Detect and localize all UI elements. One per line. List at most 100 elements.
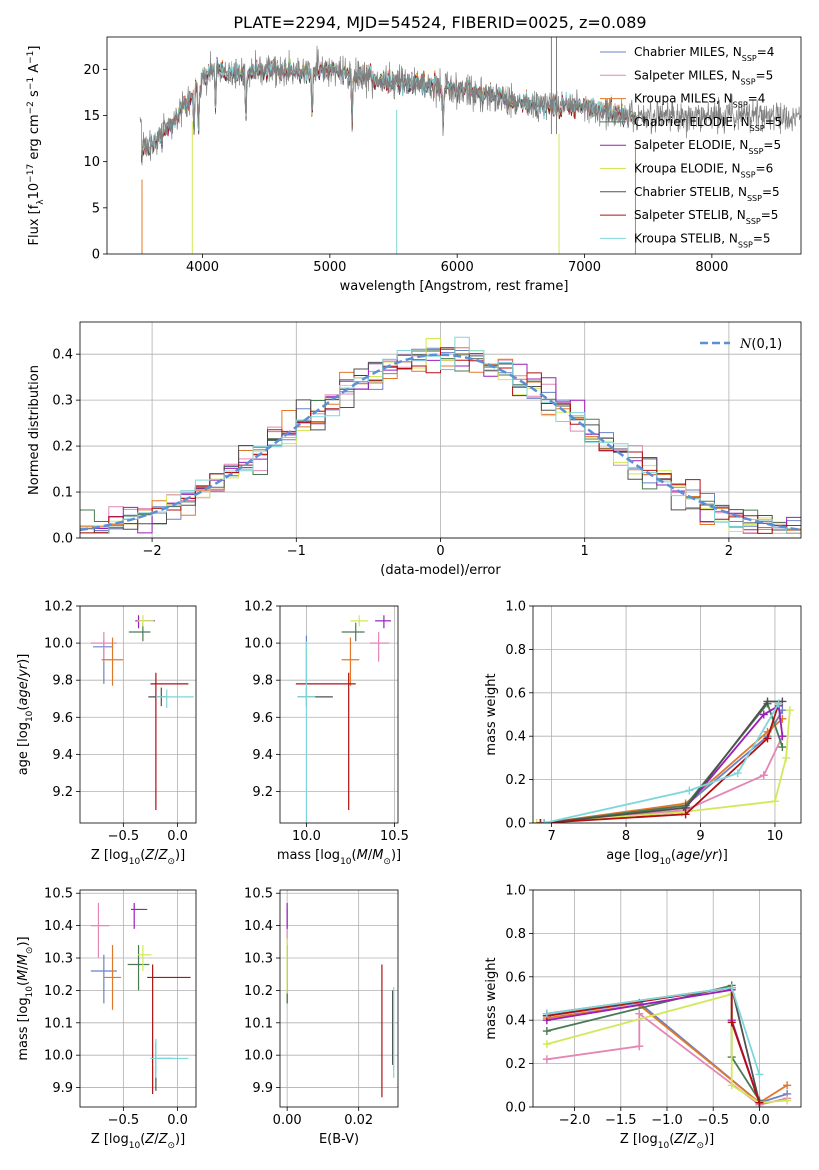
- x-tick-label: 9: [696, 829, 704, 844]
- y-tick-label: 10.2: [244, 984, 273, 999]
- weight-marker: [783, 1096, 792, 1105]
- x-tick-label: 8: [622, 829, 630, 844]
- legend-entry: Kroupa STELIB, NSSP=5: [634, 231, 771, 249]
- histogram-step: [80, 336, 801, 534]
- legend-entry: Chabrier STELIB, NSSP=5: [634, 185, 780, 203]
- y-tick-label: 10.5: [44, 887, 73, 902]
- y-tick-label: 9.4: [52, 748, 73, 763]
- weight-marker: [778, 743, 787, 752]
- y-axis-label: Flux [fλ10−17 erg cm−2 s−1 A−1]: [26, 46, 46, 246]
- y-tick-label: 10.3: [244, 952, 273, 967]
- y-tick-label: 10.0: [244, 637, 273, 652]
- y-axis-label: age [log10(age/yr)]: [16, 654, 35, 776]
- x-tick-label: 0.0: [167, 829, 188, 844]
- x-tick-label: 0: [436, 544, 444, 559]
- spectrum-legend: Chabrier MILES, NSSP=4 Salpeter MILES, NS…: [600, 45, 782, 249]
- weight-marker: [685, 786, 694, 795]
- plot-weight_vs_age: 7 8 9 10 0.0 0.2 0.4 0.6 0.8 1.0 age [log10(age/yr…: [484, 600, 802, 867]
- y-tick-label: 0.1: [52, 486, 73, 501]
- weight-line: [546, 986, 761, 1103]
- plot-frame: [532, 605, 802, 824]
- legend-entry: Kroupa MILES, NSSP=4: [634, 92, 765, 110]
- weight-marker: [785, 706, 794, 715]
- x-axis-label: Z [log10(Z/Z⊙)]: [91, 848, 185, 867]
- x-tick-label: −2.0: [559, 1113, 591, 1128]
- observed-spectrum-line: [139, 45, 801, 166]
- weight-marker: [542, 1055, 551, 1064]
- x-tick-label: 7000: [568, 260, 601, 275]
- y-tick-label: 0.8: [505, 643, 526, 658]
- plot-mass_vs_ebv: 0.00 0.02 9.9 10.0 10.1 10.2 10.3 10.4 10.5 E(B-V…: [244, 887, 399, 1147]
- y-tick-label: 20: [83, 63, 100, 78]
- y-tick-label: 9.4: [252, 748, 273, 763]
- plot-area-residuals: [80, 336, 801, 534]
- y-tick-label: 10.4: [44, 919, 73, 934]
- weight-marker: [681, 810, 690, 819]
- plot-weight_vs_Z: −2.0 −1.5 −1.0 −0.5 0.0 0.0 0.2 0.4 0.6 0.8 1.0 Z […: [484, 884, 802, 1151]
- y-tick-label: 9.9: [52, 1081, 73, 1096]
- legend-entry: Chabrier MILES, NSSP=4: [634, 45, 774, 63]
- y-tick-label: 10.1: [244, 1016, 273, 1031]
- plot-age_vs_Z: −0.5 0.0 9.2 9.4 9.6 9.8 10.0 10.2 Z [log10(Z/Z⊙…: [16, 600, 197, 867]
- plot-area-spectrum: [139, 37, 801, 254]
- plot-area-weight_vs_age: [533, 697, 794, 823]
- y-tick-label: 10.2: [244, 600, 273, 615]
- y-tick-label: 5: [92, 201, 100, 216]
- legend-entry: Chabrier ELODIE, NSSP=5: [634, 115, 782, 132]
- weight-line: [546, 986, 761, 1075]
- plot-area-weight_vs_Z: [542, 981, 792, 1107]
- x-axis-label: mass [log10(M/M⊙)]: [277, 848, 401, 867]
- y-tick-label: 0.0: [505, 1101, 526, 1116]
- x-tick-label: 0.02: [344, 1113, 373, 1128]
- figure-title: PLATE=2294, MJD=54524, FIBERID=0025, z=0…: [233, 13, 646, 32]
- y-tick-label: 9.8: [52, 674, 73, 689]
- weight-marker: [759, 710, 768, 719]
- y-axis-label: Normed distribution: [27, 365, 42, 495]
- y-tick-label: 0.4: [505, 1014, 526, 1029]
- y-tick-label: 10.4: [244, 919, 273, 934]
- x-axis-label: E(B-V): [319, 1132, 359, 1147]
- y-tick-label: 9.6: [252, 711, 273, 726]
- plot-mass_vs_Z: −0.5 0.0 9.9 10.0 10.1 10.2 10.3 10.4 10.5 Z [log…: [16, 887, 197, 1151]
- y-tick-label: 0.0: [505, 817, 526, 832]
- legend-entry: Salpeter MILES, NSSP=5: [634, 68, 773, 86]
- x-axis-label: (data-model)/error: [380, 563, 501, 578]
- y-tick-label: 9.2: [252, 785, 273, 800]
- weight-marker: [774, 699, 783, 708]
- weight-marker: [783, 1081, 792, 1090]
- x-tick-label: 2: [725, 544, 733, 559]
- x-tick-label: 8000: [695, 260, 728, 275]
- weight-marker: [635, 1042, 644, 1051]
- x-tick-label: 5000: [313, 260, 346, 275]
- weight-marker: [763, 734, 772, 743]
- weight-marker: [770, 797, 779, 806]
- x-axis-label: Z [log10(Z/Z⊙)]: [620, 1132, 714, 1151]
- y-axis-label: mass weight: [484, 673, 499, 755]
- y-tick-label: 10.0: [44, 637, 73, 652]
- x-tick-label: −1.0: [651, 1113, 683, 1128]
- plot-frame: [79, 321, 802, 539]
- plot-frame: [106, 36, 802, 255]
- y-tick-label: 9.6: [52, 711, 73, 726]
- y-tick-label: 0.2: [505, 773, 526, 788]
- plot-spectrum: 4000 5000 6000 7000 8000 0 5 10 15 20 wavelength […: [26, 36, 802, 294]
- y-tick-label: 10: [83, 155, 100, 170]
- x-tick-label: 6000: [441, 260, 474, 275]
- x-axis-label: age [log10(age/yr)]: [606, 848, 728, 867]
- weight-marker: [755, 1070, 764, 1079]
- x-tick-label: 0.0: [167, 1113, 188, 1128]
- weight-marker: [782, 753, 791, 762]
- weight-line: [544, 700, 783, 823]
- plot-frame: [79, 605, 197, 824]
- y-tick-label: 15: [83, 109, 100, 124]
- legend-entry: Kroupa ELODIE, NSSP=6: [634, 162, 773, 180]
- x-tick-label: 10: [767, 829, 784, 844]
- plot-area-mass_vs_ebv: [286, 902, 395, 1098]
- weight-marker: [533, 819, 541, 823]
- legend-entry: Salpeter STELIB, NSSP=5: [634, 208, 778, 226]
- weight-line: [544, 703, 780, 823]
- x-tick-label: 10.0: [292, 829, 321, 844]
- y-tick-label: 9.9: [252, 1081, 273, 1096]
- weight-marker: [727, 1018, 736, 1027]
- y-tick-label: 10.2: [44, 984, 73, 999]
